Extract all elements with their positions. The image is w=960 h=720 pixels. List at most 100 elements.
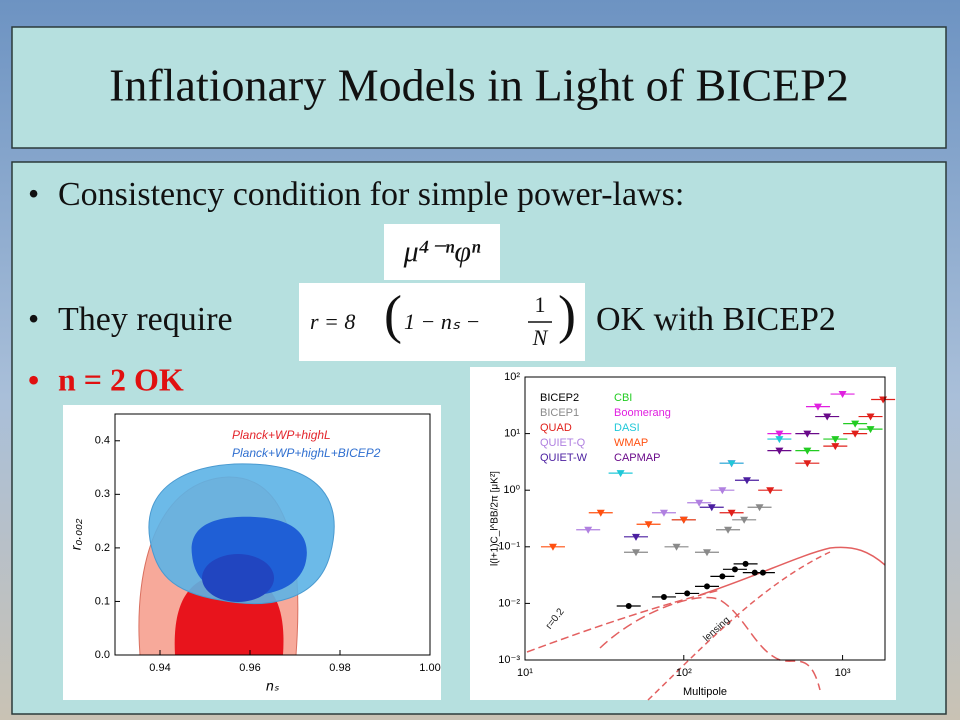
x-tick-label: 0.98 <box>329 662 350 674</box>
equation-paren: ) <box>558 284 576 344</box>
bullet-text: Consistency condition for simple power-l… <box>58 176 684 213</box>
data-point <box>679 516 688 524</box>
y-tick-label: 10¹ <box>504 428 520 440</box>
data-point <box>742 560 749 567</box>
title-box <box>11 26 947 149</box>
x-tick-label: 10² <box>676 667 692 679</box>
legend-entry: QUAD <box>540 422 572 434</box>
y-tick-label: 0.2 <box>95 542 110 554</box>
data-point <box>866 413 875 421</box>
data-point <box>548 543 557 551</box>
legend-entry: CBI <box>614 392 632 404</box>
data-point <box>866 426 875 434</box>
plot-frame <box>114 413 431 656</box>
data-point <box>659 509 668 517</box>
data-point <box>851 430 860 438</box>
equation-lhs: r = 8 <box>310 309 355 334</box>
data-point <box>707 504 716 512</box>
data-point <box>596 509 605 517</box>
data-point <box>775 436 784 444</box>
equation-inner: 1 − nₛ − <box>404 309 480 334</box>
plot-frame <box>524 376 886 661</box>
x-axis-label: nₛ <box>266 678 280 694</box>
bullet-dot: • <box>28 361 39 397</box>
data-point <box>831 443 840 451</box>
data-point <box>759 569 766 576</box>
bullet-text: n = 2 OK <box>58 361 184 397</box>
data-point <box>625 602 632 609</box>
data-point <box>719 573 726 580</box>
equation-note: OK with BICEP2 <box>596 301 836 338</box>
data-point <box>695 499 704 507</box>
data-point <box>823 413 832 421</box>
data-point <box>831 436 840 444</box>
data-point <box>813 403 822 411</box>
theory-curves <box>526 546 886 701</box>
legend-entry: CAPMAP <box>614 452 660 464</box>
y-tick-label: 0.1 <box>95 595 110 607</box>
data-point <box>775 447 784 455</box>
data-point <box>851 420 860 428</box>
legend-entry: Planck+WP+highL <box>232 428 331 442</box>
data-point <box>775 430 784 438</box>
data-point <box>727 460 736 468</box>
data-point <box>766 487 775 495</box>
data-point <box>803 430 812 438</box>
tensor-curve <box>599 596 821 691</box>
legend-entry: QUIET-Q <box>540 437 586 449</box>
legend-entry: QUIET-W <box>540 452 588 464</box>
data-point <box>631 533 640 541</box>
data-point <box>631 549 640 557</box>
data-point <box>644 521 653 529</box>
legend-entry: BICEP2 <box>540 392 579 404</box>
data-point <box>702 549 711 557</box>
formula-box <box>384 224 500 280</box>
data-point <box>740 516 749 524</box>
potential-formula: μ⁴⁻ⁿφⁿ <box>403 235 481 268</box>
x-tick-label: 10¹ <box>517 667 533 679</box>
figure-panel <box>470 367 896 700</box>
total-curve <box>699 546 886 596</box>
bullet-dot: • <box>28 300 39 336</box>
bullet-text: They require <box>58 301 233 338</box>
legend-entry: BICEP1 <box>540 407 579 419</box>
y-tick-label: 10⁻¹ <box>498 541 520 553</box>
contours <box>138 463 335 656</box>
legend-entry: Boomerang <box>614 407 671 419</box>
data-point <box>838 391 847 399</box>
x-tick-label: 10³ <box>835 667 851 679</box>
x-tick-label: 1.00 <box>419 662 440 674</box>
y-tick-label: 10⁻³ <box>498 654 520 666</box>
legend-entry: Planck+WP+highL+BICEP2 <box>232 446 381 460</box>
equation-paren: ( <box>384 284 402 344</box>
y-tick-label: 10² <box>504 371 520 383</box>
x-tick-label: 0.96 <box>239 662 260 674</box>
y-tick-label: 10⁰ <box>503 484 520 496</box>
legend-entry: WMAP <box>614 437 648 449</box>
data-point <box>616 470 625 478</box>
x-tick-label: 0.94 <box>149 662 170 674</box>
bullet-dot: • <box>28 175 39 211</box>
y-axis-label: l(l+1)C_l^BB/2π [μK²] <box>490 471 501 566</box>
data-point <box>727 509 736 517</box>
data-point <box>755 504 764 512</box>
slide-title: Inflationary Models in Light of BICEP2 <box>109 60 849 111</box>
y-tick-label: 10⁻² <box>498 597 520 609</box>
equation-numerator: 1 <box>535 292 546 317</box>
data-point <box>803 460 812 468</box>
r-curve-dashed <box>526 589 721 653</box>
y-tick-label: 0.4 <box>95 435 110 447</box>
data-point <box>724 526 733 534</box>
data-point <box>703 583 710 590</box>
y-axis-label: r₀.₀₀₂ <box>68 518 84 550</box>
data-point <box>584 526 593 534</box>
data-point <box>718 487 727 495</box>
contour-overlap <box>202 554 274 602</box>
data-point <box>731 566 738 573</box>
legend-entry: DASI <box>614 422 640 434</box>
equation-denominator: N <box>532 325 549 350</box>
data-point <box>660 593 667 600</box>
data-point <box>742 477 751 485</box>
data-point <box>672 543 681 551</box>
